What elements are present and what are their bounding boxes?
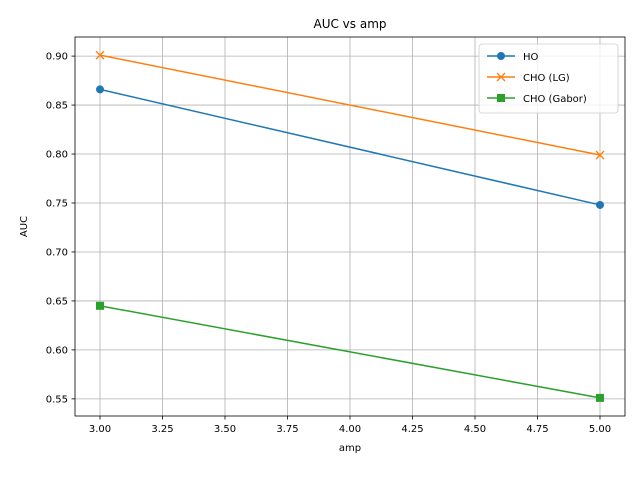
x-tick-label: 3.25 [151, 424, 173, 435]
legend-box [478, 43, 619, 114]
legend-label: CHO (LG) [523, 73, 570, 84]
x-tick-label: 5.00 [589, 424, 611, 435]
legend-marker [497, 52, 505, 60]
data-point-cho-gabor [596, 393, 604, 402]
legend-item-ho: HO [487, 52, 539, 63]
data-point-cho-gabor [96, 301, 104, 310]
data-point-ho [596, 200, 604, 209]
y-tick-label: 0.90 [46, 52, 68, 63]
x-axis-ticks: 3.00 3.25 3.50 3.75 4.00 4.25 4.50 4.75 5.00 [89, 416, 611, 435]
x-tick-label: 3.75 [276, 424, 298, 435]
y-tick-label: 0.65 [46, 296, 68, 307]
series-cho-gabor [96, 301, 604, 402]
x-tick-label: 3.00 [89, 424, 111, 435]
x-tick-label: 4.00 [339, 424, 361, 435]
series-ho [96, 85, 604, 209]
y-tick-label: 0.55 [46, 394, 68, 405]
x-tick-label: 3.50 [214, 424, 236, 435]
x-tick-label: 4.50 [464, 424, 486, 435]
series-layer [95, 50, 605, 402]
x-axis-label: amp [339, 443, 361, 454]
y-tick-label: 0.80 [46, 150, 68, 161]
legend-item-cho-gabor: CHO (Gabor) [487, 94, 587, 105]
legend: HO CHO (LG) CHO (Gabor) [478, 43, 619, 114]
y-axis-ticks: 0.55 0.60 0.65 0.70 0.75 0.80 0.85 0.90 [46, 52, 75, 405]
y-tick-label: 0.70 [46, 247, 68, 258]
legend-label: CHO (Gabor) [523, 94, 587, 105]
legend-marker [497, 94, 505, 102]
y-tick-label: 0.85 [46, 101, 68, 112]
legend-item-cho-lg: CHO (LG) [487, 72, 570, 84]
series-line-cho-gabor [99, 305, 601, 399]
x-tick-label: 4.25 [401, 424, 423, 435]
y-tick-label: 0.75 [46, 198, 68, 209]
series-line-ho [99, 88, 601, 206]
data-point-cho-lg [595, 150, 605, 160]
y-tick-label: 0.60 [46, 345, 68, 356]
series-line-cho-lg [99, 54, 601, 156]
data-point-ho [96, 85, 104, 94]
data-point-cho-lg [95, 50, 105, 60]
y-axis-label: AUC [19, 216, 30, 237]
x-tick-label: 4.75 [526, 424, 548, 435]
series-cho-lg [95, 50, 605, 160]
legend-marker [496, 72, 506, 82]
chart-title: AUC vs amp [313, 17, 386, 31]
legend-label: HO [523, 52, 539, 63]
